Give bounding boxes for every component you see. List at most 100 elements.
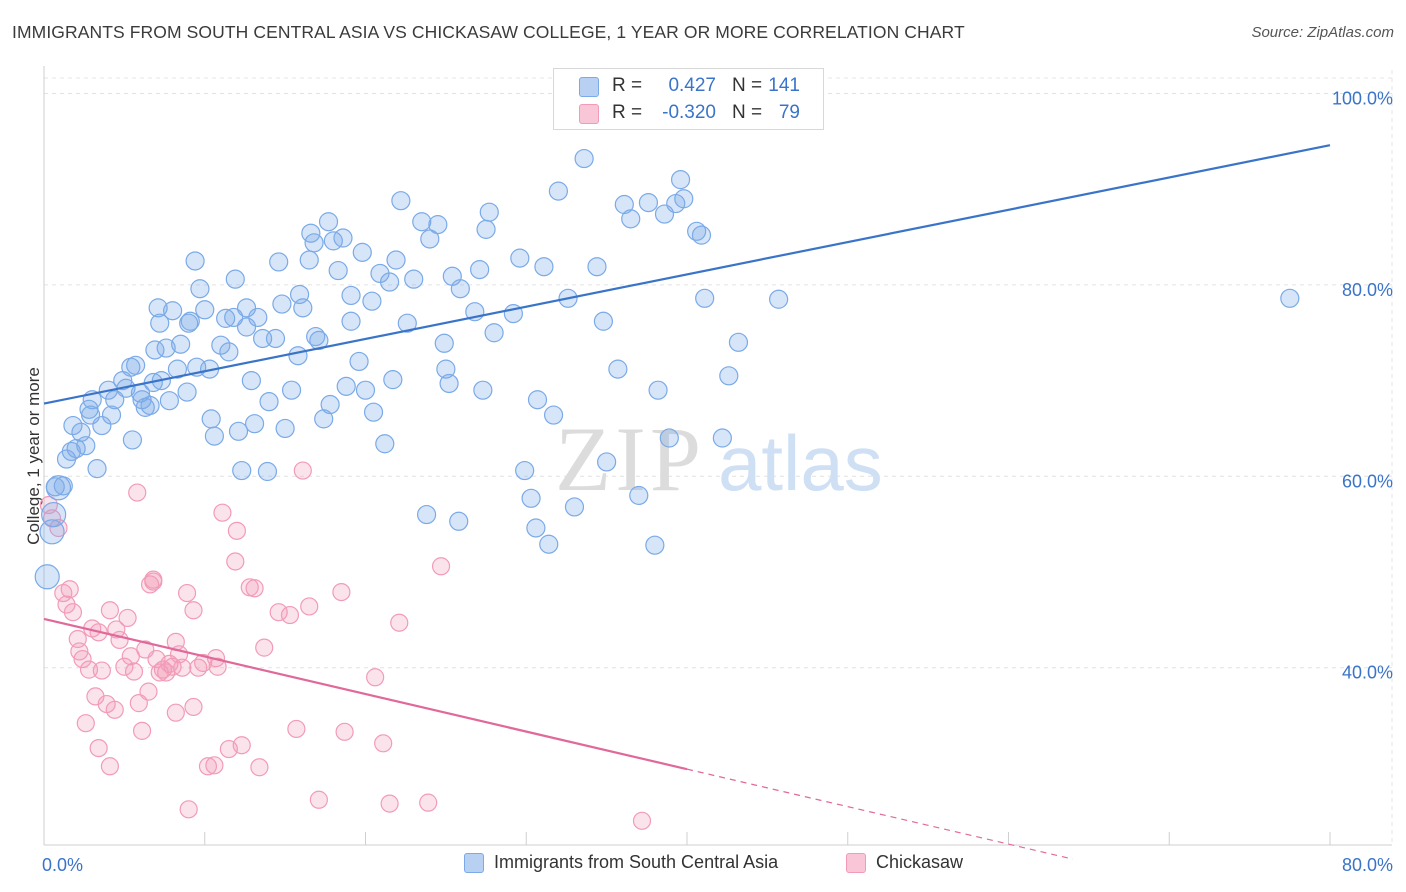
point-south-central-asia xyxy=(484,323,504,343)
point-chickasaw xyxy=(118,608,137,628)
point-south-central-asia xyxy=(76,436,96,456)
point-south-central-asia xyxy=(728,332,749,352)
point-chickasaw xyxy=(287,719,306,739)
legend-n-label: N = xyxy=(732,102,763,123)
legend-swatch-pink xyxy=(579,104,599,124)
point-chickasaw xyxy=(60,580,79,599)
point-south-central-asia xyxy=(527,390,548,410)
point-chickasaw xyxy=(332,582,351,602)
point-south-central-asia xyxy=(232,460,252,481)
point-south-central-asia xyxy=(548,181,569,201)
point-south-central-asia xyxy=(434,333,454,353)
point-south-central-asia xyxy=(645,535,665,555)
point-chickasaw xyxy=(177,583,197,603)
point-chickasaw xyxy=(366,668,385,687)
point-south-central-asia xyxy=(648,380,668,400)
watermark: ZIP atlas xyxy=(555,408,883,510)
point-south-central-asia xyxy=(304,233,324,253)
point-chickasaw xyxy=(255,638,274,657)
point-south-central-asia xyxy=(412,212,432,232)
point-south-central-asia xyxy=(34,564,60,590)
point-south-central-asia xyxy=(1280,288,1300,308)
point-south-central-asia xyxy=(228,421,249,441)
legend-label-south-central-asia: Immigrants from South Central Asia xyxy=(494,852,779,872)
point-chickasaw xyxy=(269,603,288,622)
point-chickasaw xyxy=(293,461,312,480)
series-south-central-asia xyxy=(34,148,1300,590)
point-south-central-asia xyxy=(691,225,712,245)
point-south-central-asia xyxy=(674,189,694,209)
point-south-central-asia xyxy=(259,392,279,412)
point-south-central-asia xyxy=(306,326,326,347)
point-south-central-asia xyxy=(163,301,183,321)
point-chickasaw xyxy=(79,660,99,679)
point-south-central-asia xyxy=(539,534,559,554)
point-south-central-asia xyxy=(177,382,197,402)
point-south-central-asia xyxy=(248,307,268,328)
legend-r-label: R = xyxy=(612,75,643,96)
chart-title: IMMIGRANTS FROM SOUTH CENTRAL ASIA VS CH… xyxy=(12,22,965,42)
point-chickasaw xyxy=(240,578,259,597)
point-south-central-asia xyxy=(614,194,634,215)
point-south-central-asia xyxy=(420,229,440,249)
point-south-central-asia xyxy=(293,298,313,318)
point-south-central-asia xyxy=(224,307,244,328)
point-chickasaw xyxy=(132,721,152,740)
series-legend: Immigrants from South Central Asia Chick… xyxy=(0,852,1406,876)
point-south-central-asia xyxy=(404,269,424,289)
point-south-central-asia xyxy=(473,380,493,400)
point-south-central-asia xyxy=(352,242,372,262)
point-south-central-asia xyxy=(185,251,205,271)
point-chickasaw xyxy=(92,661,111,680)
chart-source: Source: ZipAtlas.com xyxy=(1251,24,1394,41)
point-south-central-asia xyxy=(53,476,73,496)
point-chickasaw xyxy=(89,738,108,758)
point-south-central-asia xyxy=(391,191,411,211)
point-south-central-asia xyxy=(428,215,448,235)
point-chickasaw xyxy=(374,734,393,753)
y-tick-label: 80.0% xyxy=(1342,280,1393,300)
point-chickasaw xyxy=(380,794,399,813)
point-south-central-asia xyxy=(156,338,176,358)
point-south-central-asia xyxy=(63,415,83,436)
legend-r-value: -0.320 xyxy=(662,102,716,123)
point-south-central-asia xyxy=(159,391,179,411)
point-chickasaw xyxy=(49,518,68,538)
point-chickasaw xyxy=(179,800,198,819)
trend-lines xyxy=(43,144,1331,860)
point-chickasaw xyxy=(107,620,126,639)
point-south-central-asia xyxy=(179,313,199,333)
point-south-central-asia xyxy=(363,402,384,422)
point-south-central-asia xyxy=(314,409,334,429)
point-south-central-asia xyxy=(101,405,122,425)
point-south-central-asia xyxy=(87,459,107,479)
point-chickasaw xyxy=(300,597,319,616)
point-south-central-asia xyxy=(383,370,403,390)
point-south-central-asia xyxy=(219,342,239,362)
point-south-central-asia xyxy=(476,219,496,239)
legend-row-pink: R = -0.320 N = 79 xyxy=(554,100,823,128)
point-south-central-asia xyxy=(45,477,65,497)
point-south-central-asia xyxy=(341,285,361,306)
legend-r-value: 0.427 xyxy=(668,75,716,96)
point-south-central-asia xyxy=(543,405,564,425)
x-tick-label: 0.0% xyxy=(42,855,83,875)
point-south-central-asia xyxy=(341,311,361,331)
point-south-central-asia xyxy=(281,380,302,400)
point-south-central-asia xyxy=(201,409,221,429)
y-tick-label: 60.0% xyxy=(1342,471,1393,491)
point-chickasaw xyxy=(184,697,203,717)
point-chickasaw xyxy=(129,694,148,713)
point-chickasaw xyxy=(390,613,409,632)
legend-swatch-blue xyxy=(579,77,599,97)
point-south-central-asia xyxy=(397,313,417,333)
point-south-central-asia xyxy=(216,308,236,328)
point-south-central-asia xyxy=(171,334,191,354)
point-south-central-asia xyxy=(386,250,406,270)
point-south-central-asia xyxy=(479,202,499,222)
point-chickasaw xyxy=(205,756,224,775)
point-south-central-asia xyxy=(288,346,308,366)
point-chickasaw xyxy=(213,503,232,522)
series-chickasaw xyxy=(39,461,652,830)
point-south-central-asia xyxy=(416,504,437,525)
